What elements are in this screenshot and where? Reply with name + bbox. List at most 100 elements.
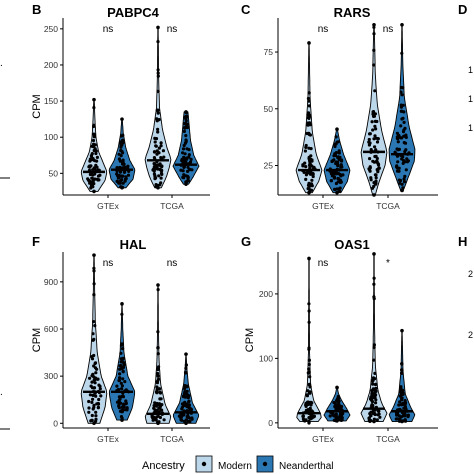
panel-f: F HAL CPM 0 300 600 900 GTEx ns TCGA ns	[31, 234, 210, 444]
data-point	[182, 129, 186, 133]
data-point	[372, 114, 376, 118]
data-point	[156, 71, 160, 75]
data-point	[96, 377, 100, 381]
data-point	[401, 161, 405, 165]
data-point-max	[156, 283, 160, 287]
data-point	[94, 410, 98, 414]
data-point	[400, 109, 404, 113]
data-point	[370, 392, 374, 396]
data-point	[125, 406, 129, 410]
panel-title: RARS	[334, 5, 371, 20]
data-point	[332, 400, 336, 405]
right-edge-tick-1: 1	[468, 65, 473, 75]
data-point	[91, 393, 95, 397]
x-tick-label: TCGA	[376, 434, 400, 444]
data-point	[156, 108, 160, 112]
data-point	[155, 152, 159, 156]
data-point	[156, 288, 160, 292]
data-point-max	[335, 385, 339, 390]
data-point	[117, 157, 121, 161]
data-point	[308, 161, 312, 165]
data-point-max	[307, 256, 311, 261]
data-point	[156, 367, 160, 372]
legend-label-modern: Modern	[218, 461, 252, 472]
data-point	[95, 367, 99, 371]
data-point	[371, 382, 375, 386]
data-point	[375, 160, 379, 164]
data-point	[372, 358, 376, 362]
data-point	[401, 414, 405, 418]
significance-label: ns	[318, 24, 329, 35]
data-point	[119, 381, 123, 385]
data-point	[153, 418, 157, 422]
y-tick-label: 900	[44, 277, 58, 287]
data-point	[92, 124, 96, 129]
violin-gtex-neanderthal	[323, 127, 351, 195]
y-axis-label: CPM	[244, 328, 256, 352]
data-point	[303, 419, 307, 423]
data-point	[368, 141, 372, 145]
data-point-min	[400, 188, 404, 193]
data-point-min	[335, 190, 339, 195]
data-point	[372, 345, 376, 349]
data-point	[399, 105, 403, 109]
violin-tcga-neanderthal	[388, 23, 416, 193]
data-point	[307, 309, 311, 313]
legend: Ancestry Modern Neanderthal	[142, 455, 333, 473]
data-point-max	[400, 328, 404, 333]
data-point	[304, 177, 308, 181]
data-point	[90, 413, 94, 418]
data-point	[182, 159, 187, 163]
data-point	[338, 172, 342, 177]
data-point	[159, 176, 163, 180]
data-point	[368, 157, 372, 161]
data-point	[340, 416, 344, 420]
data-point	[154, 390, 158, 394]
data-point-max	[92, 253, 96, 257]
data-point	[92, 135, 96, 139]
data-point	[119, 343, 124, 347]
data-point	[403, 174, 407, 178]
data-point	[372, 32, 376, 36]
y-tick-label: 600	[44, 324, 58, 334]
data-point	[400, 136, 404, 140]
data-point	[92, 166, 96, 170]
data-point-max	[92, 97, 96, 102]
data-point	[375, 119, 379, 124]
data-point	[91, 338, 95, 342]
data-point	[301, 164, 305, 168]
data-point	[311, 415, 315, 419]
data-point	[117, 152, 121, 156]
right-edge-fragment: D H 1 1 1 2 2	[458, 2, 473, 340]
y-tick-label: 200	[44, 60, 58, 70]
significance-label: *	[386, 258, 390, 269]
data-point	[370, 400, 375, 404]
data-point-min	[156, 421, 160, 426]
data-point	[88, 393, 92, 397]
data-point	[332, 175, 336, 179]
data-point	[183, 370, 188, 374]
x-tick-label: GTEx	[97, 201, 119, 211]
panel-letter: C	[241, 2, 251, 17]
right-edge-tick-3: 1	[468, 123, 473, 133]
data-point	[159, 397, 163, 401]
data-point	[87, 410, 91, 414]
data-point	[120, 366, 124, 370]
data-point	[187, 153, 191, 157]
data-point	[400, 362, 404, 366]
violin-gtex-modern	[80, 97, 108, 194]
data-point	[335, 140, 339, 144]
data-point	[400, 85, 404, 90]
data-point	[92, 320, 96, 324]
data-point	[91, 397, 95, 401]
significance-label: ns	[167, 258, 178, 269]
data-point	[374, 148, 378, 152]
data-point	[373, 173, 377, 177]
data-point	[181, 151, 185, 155]
violin-gtex-neanderthal	[323, 385, 351, 423]
data-point	[307, 302, 311, 306]
data-point	[399, 385, 403, 389]
data-point	[308, 184, 312, 188]
data-point	[307, 320, 311, 324]
data-point	[372, 181, 376, 185]
